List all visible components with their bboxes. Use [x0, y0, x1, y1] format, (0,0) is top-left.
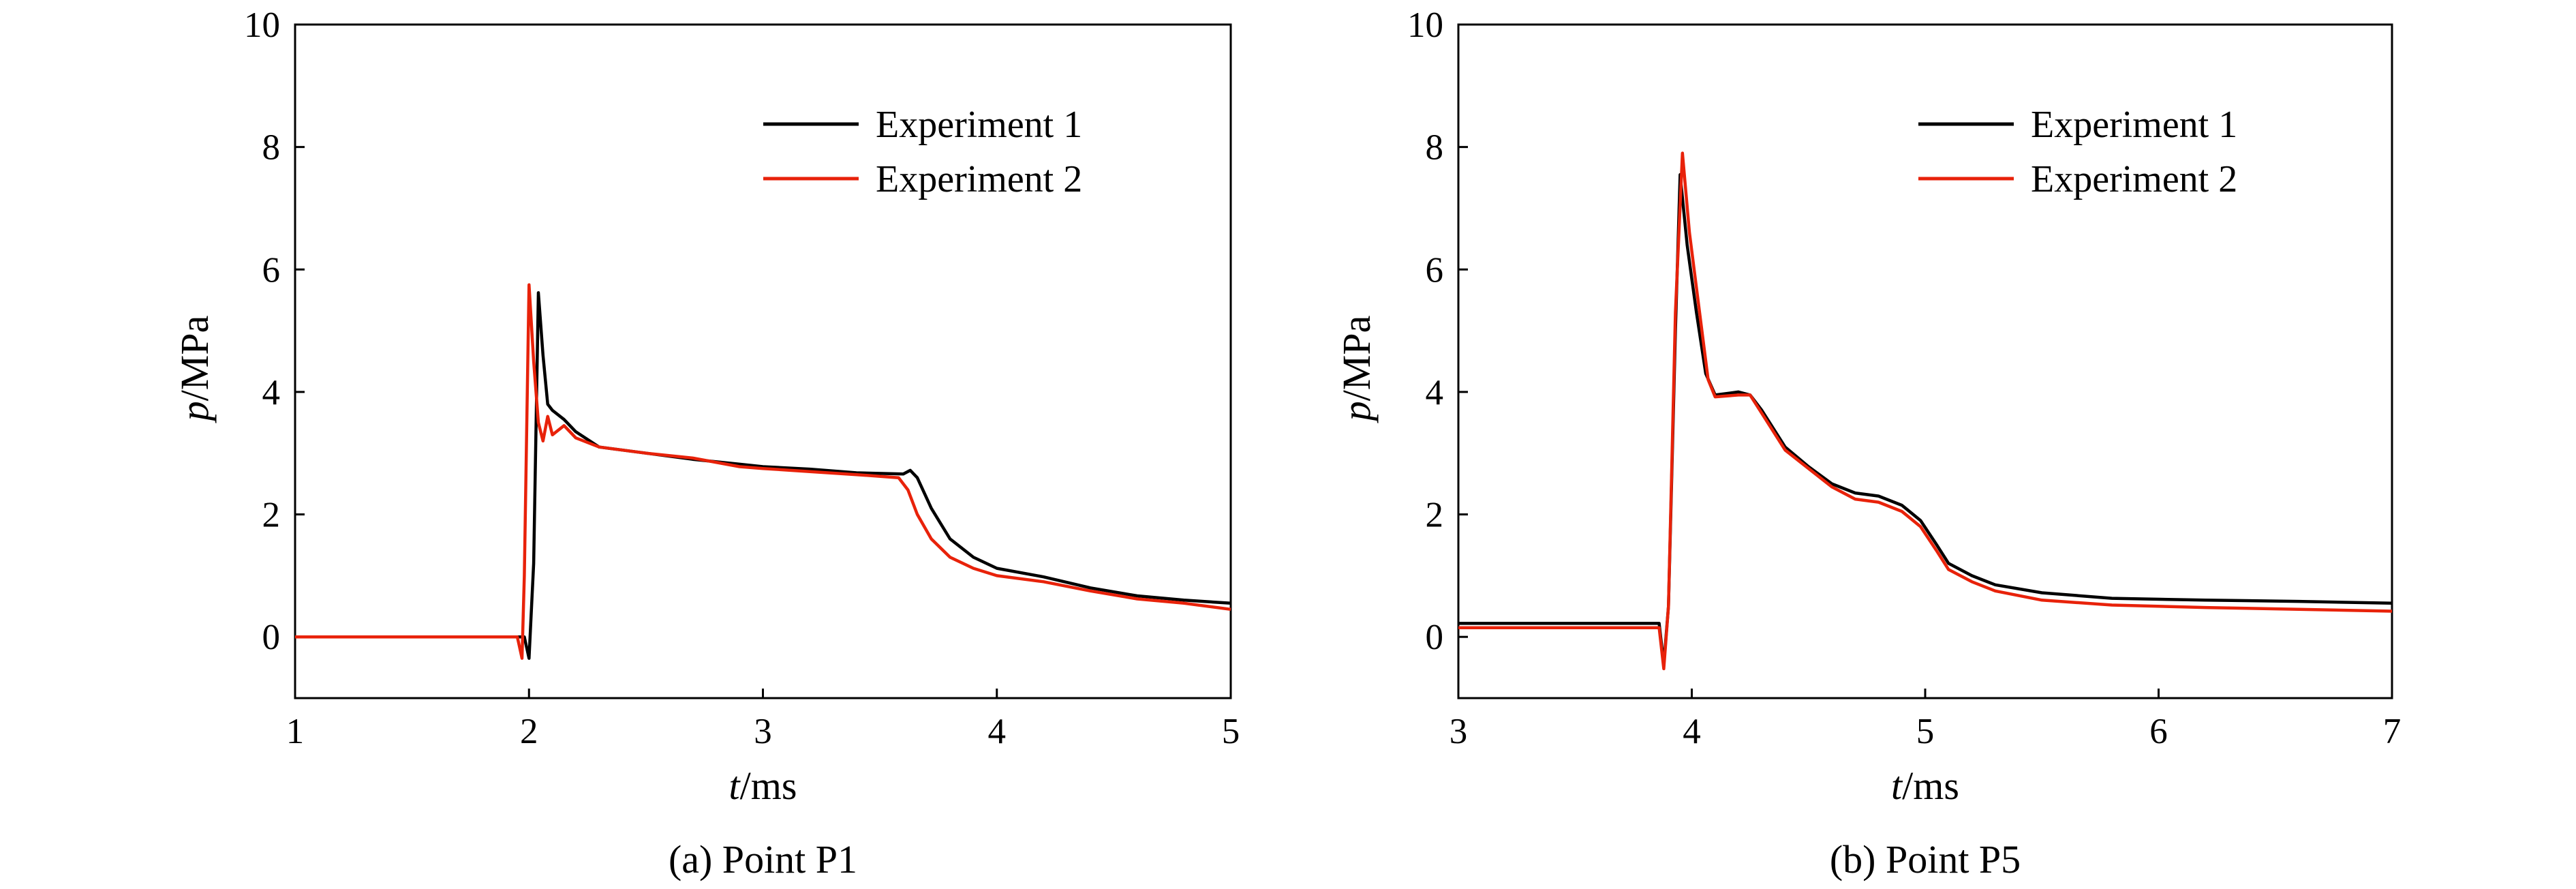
x-tick-label: 4: [1683, 712, 1701, 751]
panel-caption: (b) Point P5: [1830, 837, 2021, 882]
chart-panel-2: 3 4 5 6 7 0 2 4 6 8 10 Experiment 1 Experiment 2 t/ms…: [1334, 5, 2401, 882]
panel-caption: (a) Point P1: [669, 837, 857, 882]
x-tick-label: 7: [2383, 712, 2402, 751]
y-tick-label: 8: [262, 128, 281, 168]
series-line-2: [295, 283, 1231, 660]
y-tick-label: 2: [262, 496, 281, 535]
plot-frame: [294, 23, 1232, 699]
legend-label-2: Experiment 2: [2031, 158, 2237, 200]
legend-label-1: Experiment 1: [876, 104, 1082, 146]
series-line-2: [1458, 151, 2393, 671]
x-tick-label: 6: [2149, 712, 2168, 751]
y-tick-label: 4: [262, 373, 281, 412]
x-tick-label: 5: [1916, 712, 1935, 751]
y-tick-label: 10: [244, 5, 280, 45]
y-tick-label: 6: [262, 250, 281, 290]
y-tick-label: 2: [1426, 496, 1444, 535]
x-axis-label: t/ms: [729, 764, 797, 808]
legend-label-1: Experiment 1: [2031, 104, 2237, 146]
y-axis-label: p/MPa: [1334, 316, 1379, 424]
x-tick-label: 1: [286, 712, 305, 751]
x-tick-label: 2: [520, 712, 538, 751]
y-tick-label: 4: [1426, 373, 1444, 412]
y-tick-label: 8: [1426, 128, 1444, 168]
y-tick-label: 6: [1426, 250, 1444, 290]
x-tick-label: 3: [754, 712, 772, 751]
y-tick-label: 0: [262, 618, 281, 657]
x-tick-label: 4: [988, 712, 1007, 751]
legend-label-2: Experiment 2: [876, 158, 1082, 200]
x-tick-label: 5: [1222, 712, 1240, 751]
x-axis-label: t/ms: [1891, 764, 1959, 808]
y-axis-label: p/MPa: [172, 316, 217, 424]
y-tick-label: 10: [1407, 5, 1443, 45]
series-line-1: [1458, 172, 2393, 666]
chart-panel-1: 1 2 3 4 5 0 2 4 6 8 10 Experiment 1 Experiment 2 t/ms…: [172, 5, 1240, 882]
y-tick-label: 0: [1426, 618, 1444, 657]
series-line-1: [295, 291, 1231, 660]
x-tick-label: 3: [1450, 712, 1468, 751]
